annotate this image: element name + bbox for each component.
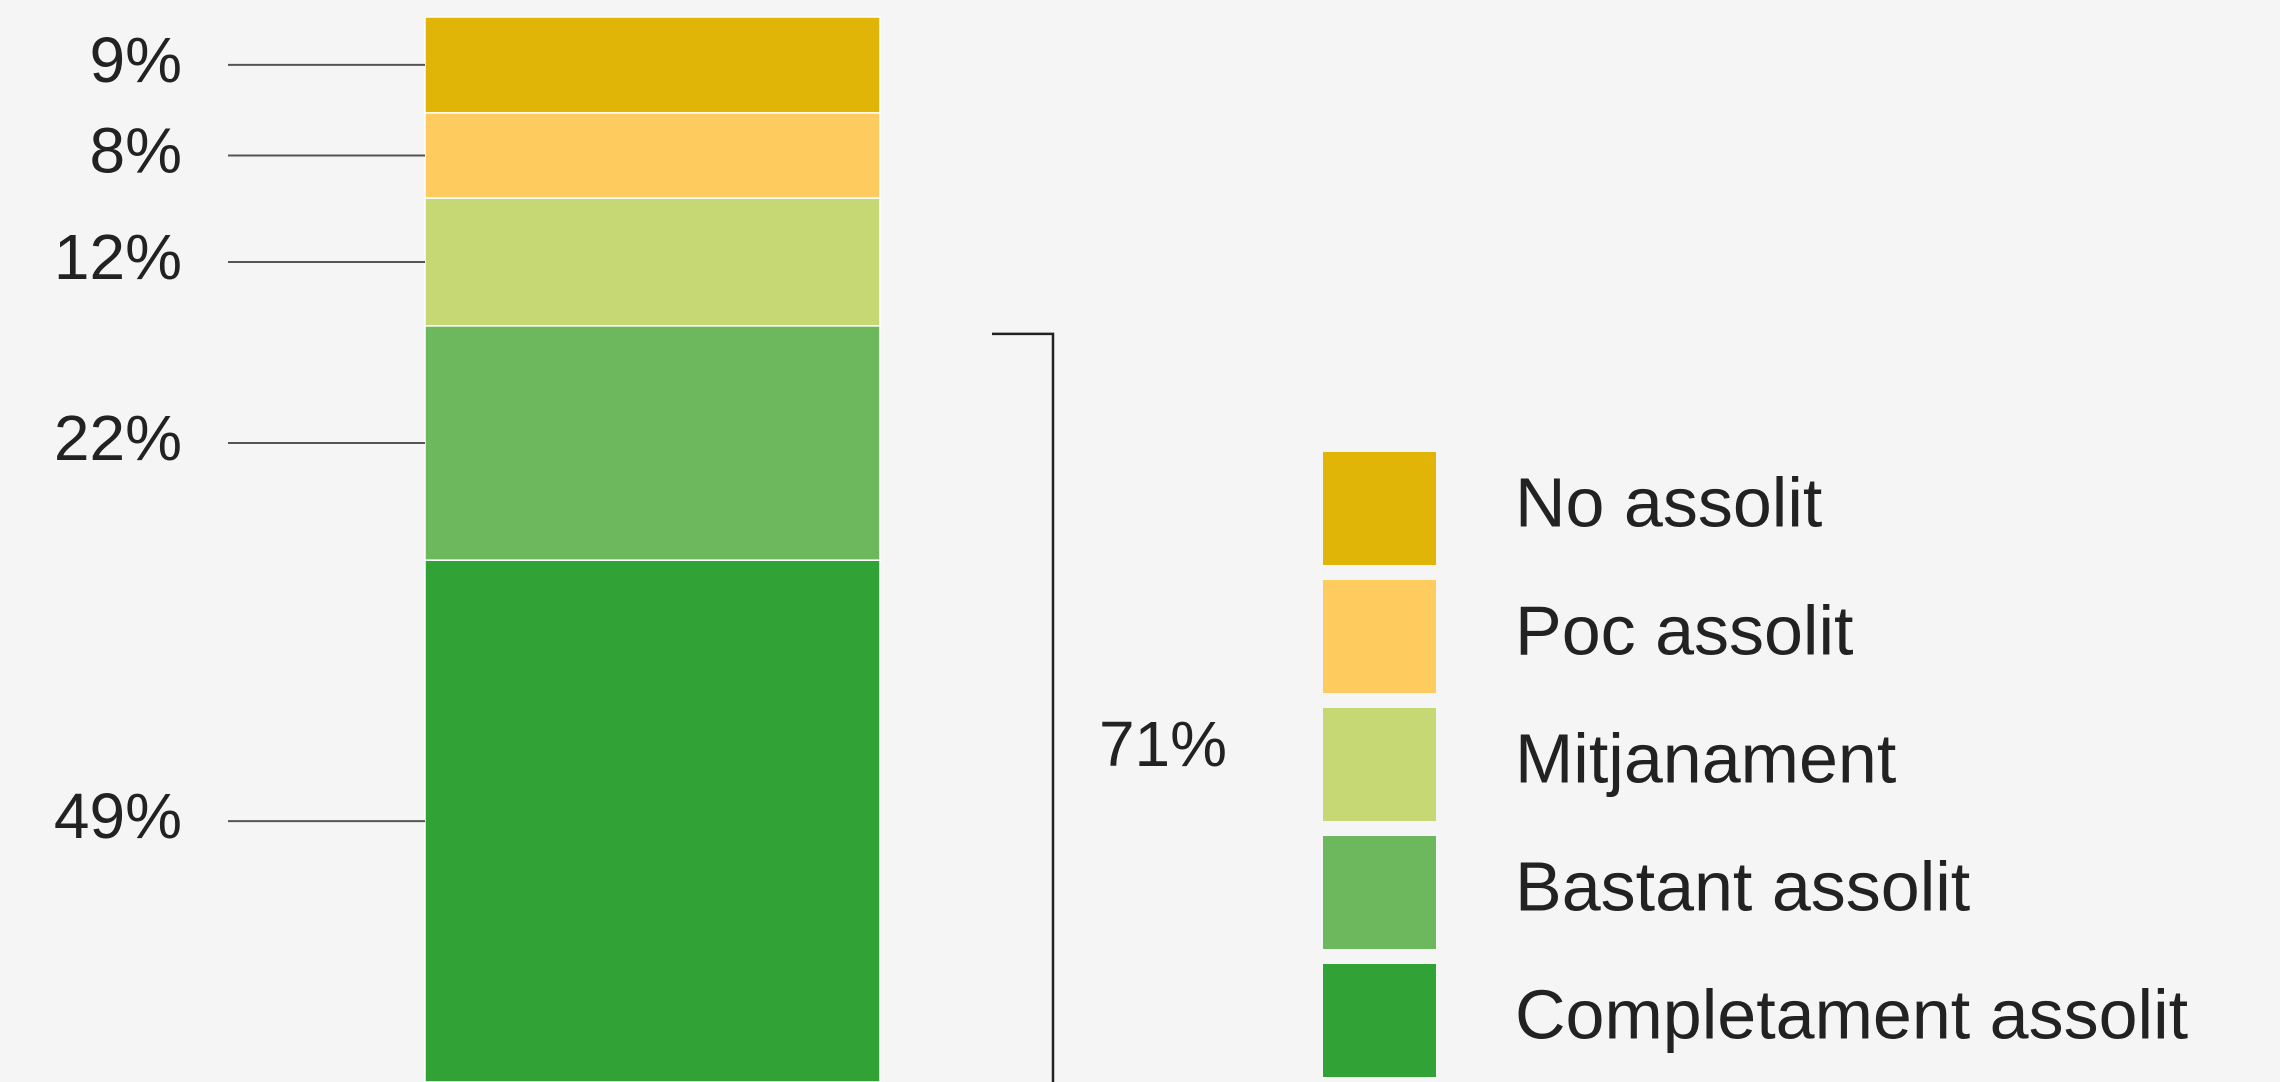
bar-segment bbox=[424, 16, 881, 114]
legend-swatch bbox=[1323, 452, 1436, 565]
value-label: 22% bbox=[54, 402, 182, 474]
bracket-label: 71% bbox=[1099, 708, 1227, 780]
legend-label: Mitjanament bbox=[1515, 719, 1896, 797]
bar-segment bbox=[424, 197, 881, 327]
value-label: 12% bbox=[54, 221, 182, 293]
bar-segment bbox=[424, 559, 881, 1082]
bracket bbox=[992, 332, 1055, 1082]
legend-swatch bbox=[1323, 964, 1436, 1077]
legend-swatch bbox=[1323, 708, 1436, 821]
value-label: 9% bbox=[90, 24, 183, 96]
bar-segment bbox=[424, 112, 881, 199]
value-label: 8% bbox=[90, 114, 183, 186]
legend-swatch bbox=[1323, 836, 1436, 949]
bar-segment bbox=[424, 325, 881, 561]
legend-label: Completament assolit bbox=[1515, 975, 2188, 1053]
legend-swatch bbox=[1323, 580, 1436, 693]
value-label: 49% bbox=[54, 780, 182, 852]
legend-label: No assolit bbox=[1515, 463, 1822, 541]
legend-label: Poc assolit bbox=[1515, 591, 1853, 669]
legend-label: Bastant assolit bbox=[1515, 847, 1970, 925]
